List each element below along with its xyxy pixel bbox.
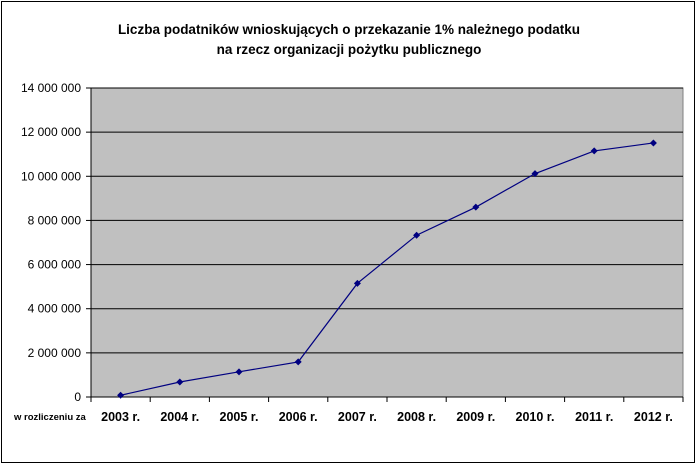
y-tick-label: 6 000 000 — [28, 258, 82, 272]
data-point — [176, 378, 184, 386]
series-line — [120, 142, 654, 396]
x-tick-label: 2012 r. — [634, 410, 673, 424]
y-tick-label: 0 — [74, 390, 81, 404]
plot-area — [90, 87, 684, 398]
data-point — [590, 147, 598, 155]
data-point — [235, 368, 243, 376]
x-tick-label: 2011 r. — [575, 410, 613, 424]
y-tick-label: 14 000 000 — [21, 81, 81, 95]
data-point — [531, 170, 539, 178]
y-tick-label: 12 000 000 — [21, 125, 81, 139]
chart-title: Liczba podatników wnioskujących o przeka… — [0, 20, 698, 60]
x-tick-label: 2005 r. — [220, 410, 259, 424]
x-tick-label: 2008 r. — [397, 410, 436, 424]
data-point — [649, 139, 657, 147]
y-tick-label: 10 000 000 — [21, 169, 81, 183]
data-point — [472, 203, 480, 211]
x-tick-label: 2004 r. — [160, 410, 199, 424]
x-prefix-label: w rozliczeniu za — [13, 412, 87, 423]
data-point — [353, 279, 361, 287]
chart-title-line2: na rzecz organizacji pożytku publicznego — [216, 42, 482, 57]
x-tick-label: 2006 r. — [279, 410, 318, 424]
x-tick-label: 2009 r. — [456, 410, 495, 424]
data-point — [413, 231, 421, 239]
y-tick-label: 8 000 000 — [28, 213, 82, 227]
x-tick-label: 2007 r. — [338, 410, 377, 424]
x-tick-label: 2010 r. — [516, 410, 555, 424]
chart-title-line1: Liczba podatników wnioskujących o przeka… — [117, 22, 581, 37]
y-tick-label: 2 000 000 — [28, 346, 82, 360]
data-point — [294, 358, 302, 366]
data-point — [117, 391, 125, 399]
y-tick-label: 4 000 000 — [28, 302, 82, 316]
x-tick-label: 2003 r. — [101, 410, 140, 424]
